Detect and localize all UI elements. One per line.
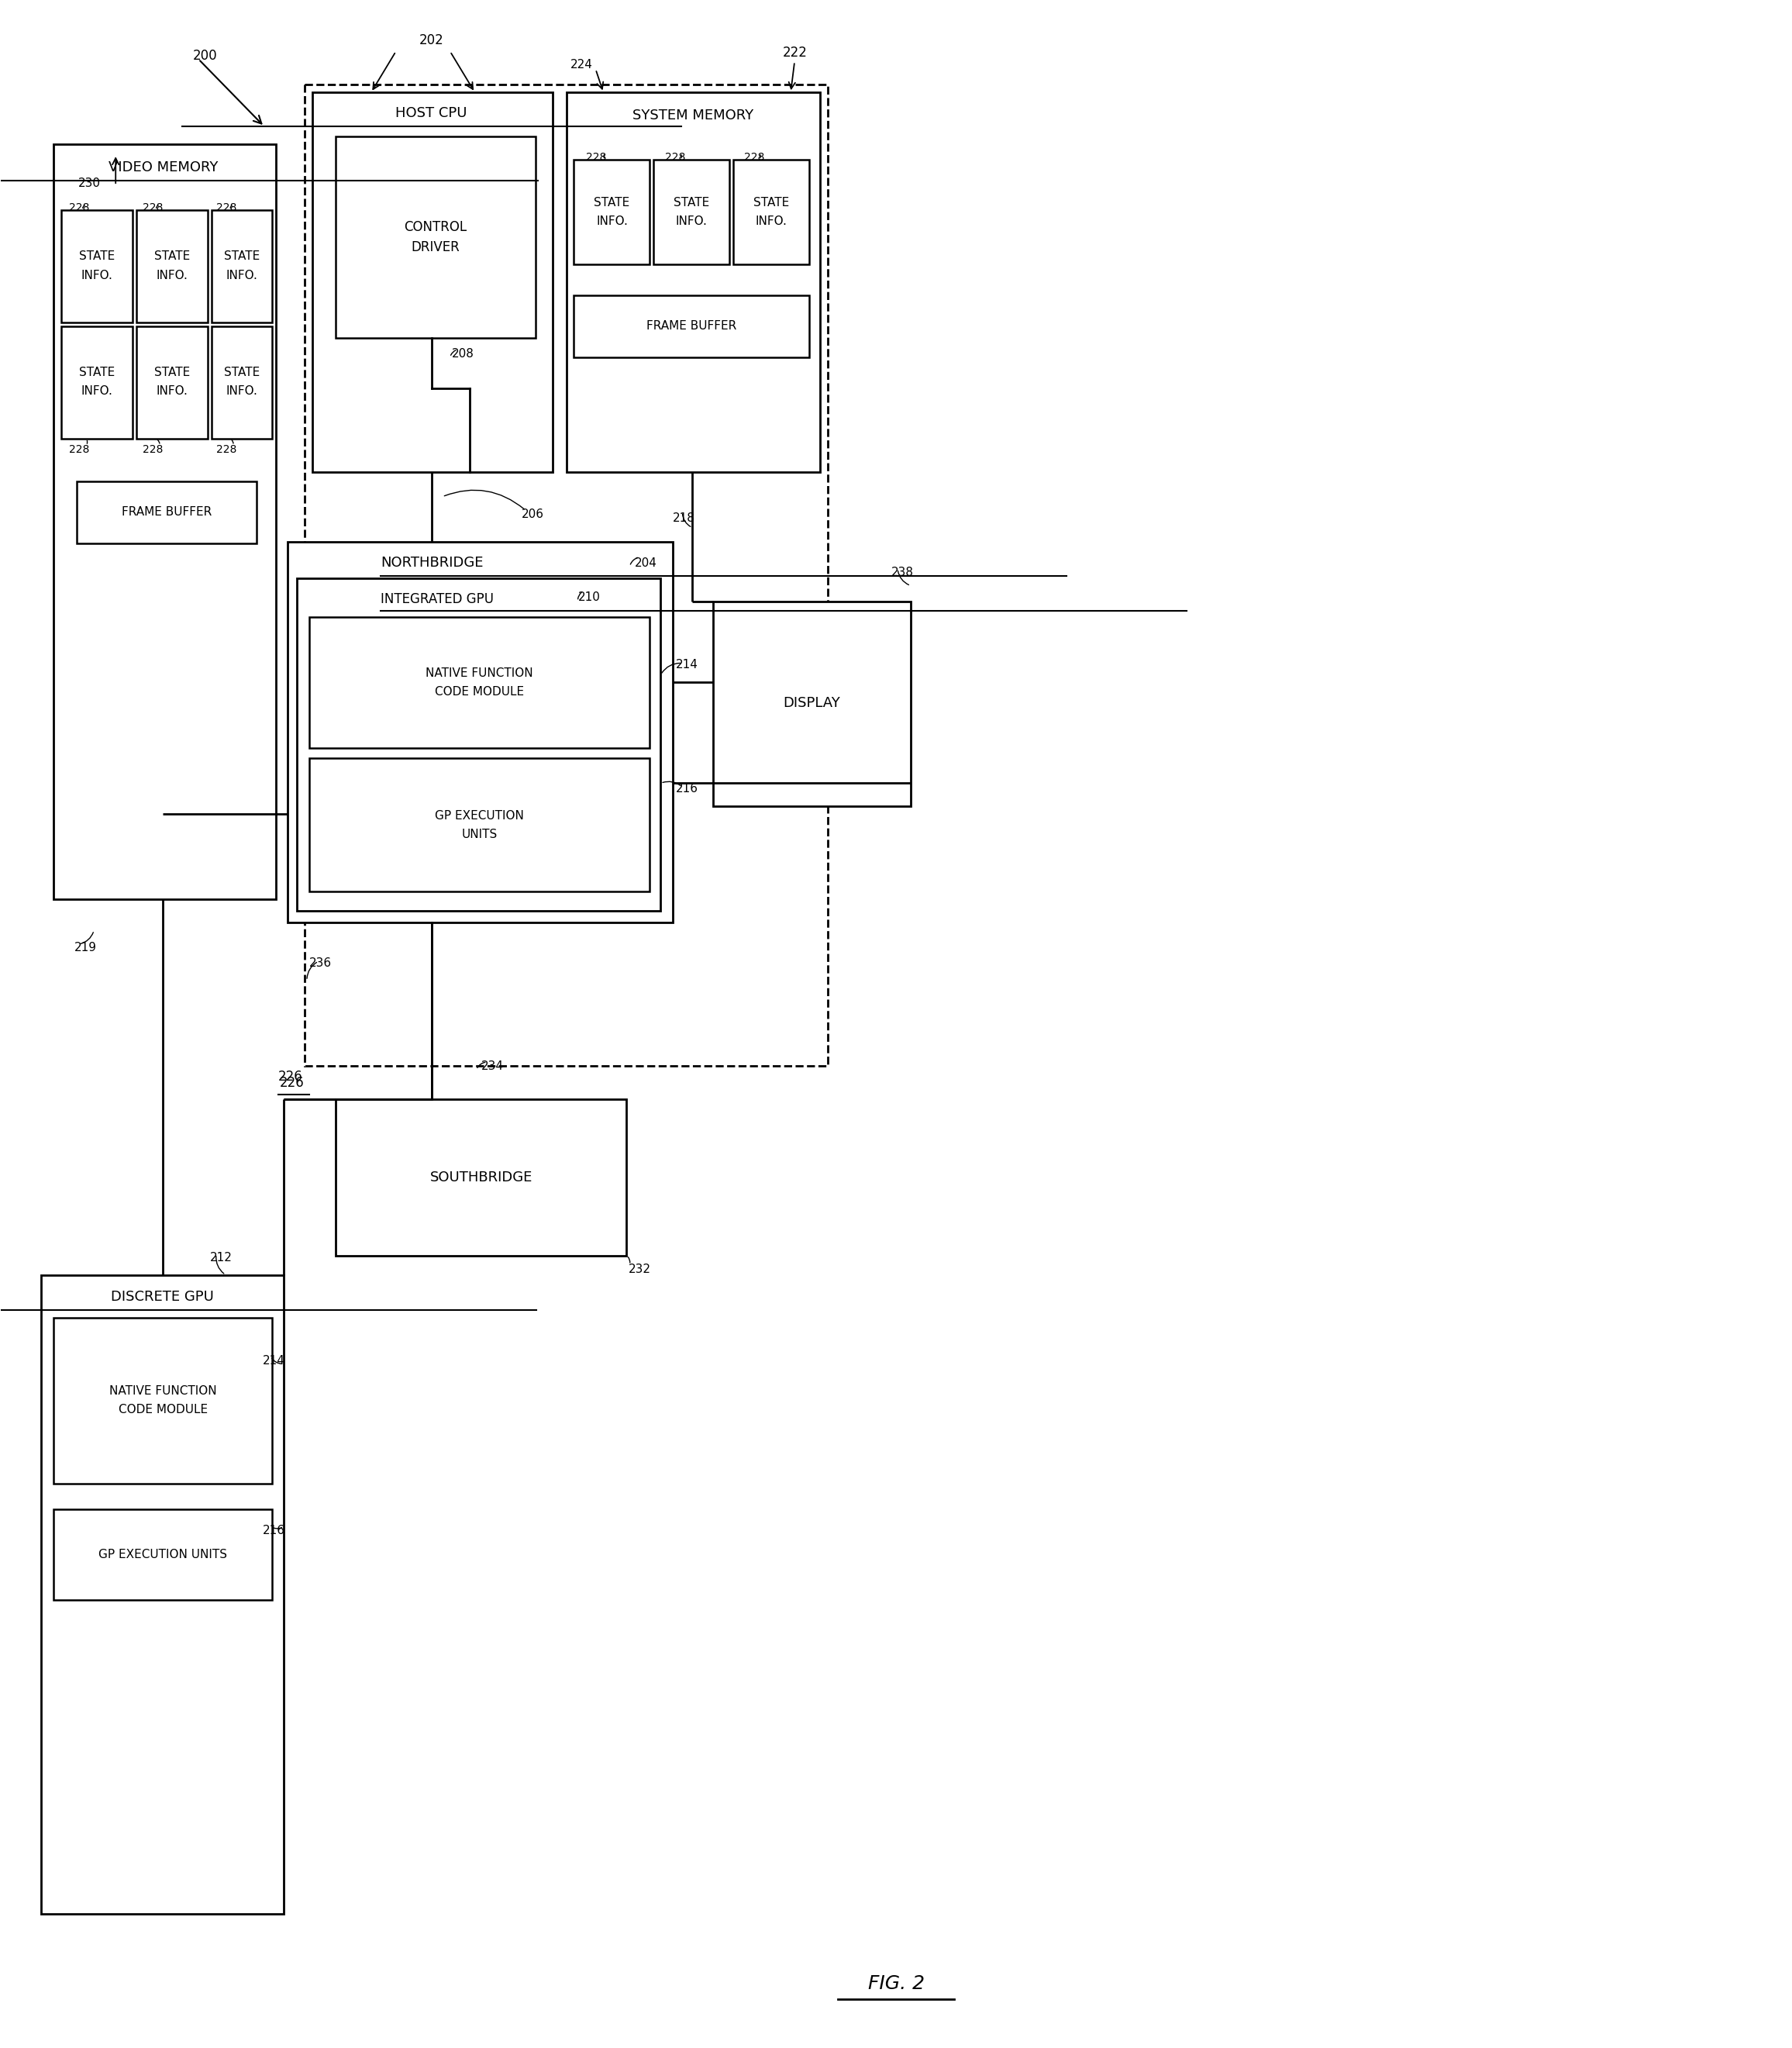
Text: 202: 202 <box>419 33 444 47</box>
Bar <box>310 616 650 748</box>
Text: INFO.: INFO. <box>156 270 188 281</box>
Text: 208: 208 <box>452 348 475 360</box>
Bar <box>61 326 133 438</box>
Text: INFO.: INFO. <box>597 215 627 227</box>
Bar <box>61 211 133 322</box>
Bar <box>54 1317 272 1485</box>
Text: 238: 238 <box>891 567 914 578</box>
Text: 228: 228 <box>665 152 686 164</box>
Text: INTEGRATED GPU: INTEGRATED GPU <box>380 592 493 606</box>
Text: UNITS: UNITS <box>462 829 498 840</box>
Bar <box>287 541 674 922</box>
Bar <box>211 326 272 438</box>
Bar <box>310 758 650 891</box>
Text: 228: 228 <box>143 203 163 213</box>
Bar <box>335 137 536 338</box>
Text: INFO.: INFO. <box>676 215 708 227</box>
Bar <box>566 92 821 471</box>
Text: 214: 214 <box>676 659 699 672</box>
Text: 206: 206 <box>521 508 543 520</box>
Text: 228: 228 <box>217 203 237 213</box>
Text: STATE: STATE <box>154 250 190 262</box>
Text: 226: 226 <box>278 1069 303 1083</box>
Text: FIG. 2: FIG. 2 <box>867 1974 925 1993</box>
Text: 216: 216 <box>263 1526 285 1536</box>
Bar <box>54 1509 272 1599</box>
Text: 212: 212 <box>210 1251 233 1264</box>
Bar <box>312 92 552 471</box>
Text: 236: 236 <box>310 956 332 969</box>
Text: CODE MODULE: CODE MODULE <box>118 1403 208 1415</box>
Text: 232: 232 <box>629 1264 650 1276</box>
Text: 234: 234 <box>480 1061 504 1071</box>
Text: CONTROL: CONTROL <box>403 219 468 233</box>
Text: CODE MODULE: CODE MODULE <box>435 686 523 698</box>
Bar <box>211 211 272 322</box>
Text: 222: 222 <box>783 45 808 59</box>
Text: STATE: STATE <box>753 197 788 209</box>
Text: 226: 226 <box>280 1075 305 1090</box>
Bar <box>54 143 276 899</box>
Bar <box>654 160 729 264</box>
Bar <box>335 1100 627 1255</box>
Text: INFO.: INFO. <box>756 215 787 227</box>
Text: STATE: STATE <box>593 197 629 209</box>
Bar <box>297 578 661 911</box>
Text: 216: 216 <box>676 782 699 795</box>
Text: STATE: STATE <box>154 367 190 379</box>
Text: FRAME BUFFER: FRAME BUFFER <box>647 319 737 332</box>
Text: 204: 204 <box>634 557 656 569</box>
Text: 228: 228 <box>70 203 90 213</box>
Text: HOST CPU: HOST CPU <box>396 106 468 121</box>
Text: 230: 230 <box>79 178 100 188</box>
Bar <box>573 295 810 356</box>
Text: SYSTEM MEMORY: SYSTEM MEMORY <box>633 109 754 123</box>
Text: INFO.: INFO. <box>226 385 258 397</box>
Text: 228: 228 <box>143 444 163 455</box>
Text: INFO.: INFO. <box>156 385 188 397</box>
Text: 214: 214 <box>263 1354 285 1366</box>
Text: DRIVER: DRIVER <box>410 240 461 254</box>
Text: 228: 228 <box>70 444 90 455</box>
Bar <box>733 160 810 264</box>
Text: STATE: STATE <box>674 197 710 209</box>
Text: 224: 224 <box>570 59 593 72</box>
Text: NORTHBRIDGE: NORTHBRIDGE <box>380 555 484 569</box>
Text: STATE: STATE <box>79 367 115 379</box>
Bar <box>136 326 208 438</box>
Text: VIDEO MEMORY: VIDEO MEMORY <box>109 160 219 174</box>
Text: DISCRETE GPU: DISCRETE GPU <box>111 1290 213 1303</box>
Text: 210: 210 <box>577 592 600 602</box>
Bar <box>573 160 650 264</box>
Bar <box>136 211 208 322</box>
Text: INFO.: INFO. <box>81 385 113 397</box>
Text: INFO.: INFO. <box>81 270 113 281</box>
Text: STATE: STATE <box>79 250 115 262</box>
Text: SOUTHBRIDGE: SOUTHBRIDGE <box>430 1169 532 1184</box>
Text: NATIVE FUNCTION: NATIVE FUNCTION <box>109 1384 217 1397</box>
Text: GP EXECUTION: GP EXECUTION <box>435 809 523 821</box>
Text: 200: 200 <box>194 49 217 63</box>
Bar <box>41 1276 283 1913</box>
Text: INFO.: INFO. <box>226 270 258 281</box>
Text: 228: 228 <box>217 444 237 455</box>
Text: 228: 228 <box>744 152 765 164</box>
Bar <box>713 602 910 807</box>
Bar <box>305 84 828 1065</box>
Bar <box>77 481 256 543</box>
Text: STATE: STATE <box>224 250 260 262</box>
Text: 219: 219 <box>75 942 97 954</box>
Text: STATE: STATE <box>224 367 260 379</box>
Text: 228: 228 <box>586 152 607 164</box>
Text: FRAME BUFFER: FRAME BUFFER <box>122 506 211 518</box>
Text: GP EXECUTION UNITS: GP EXECUTION UNITS <box>99 1548 228 1561</box>
Text: NATIVE FUNCTION: NATIVE FUNCTION <box>426 668 534 680</box>
Text: DISPLAY: DISPLAY <box>783 696 840 711</box>
Text: 218: 218 <box>674 512 695 524</box>
